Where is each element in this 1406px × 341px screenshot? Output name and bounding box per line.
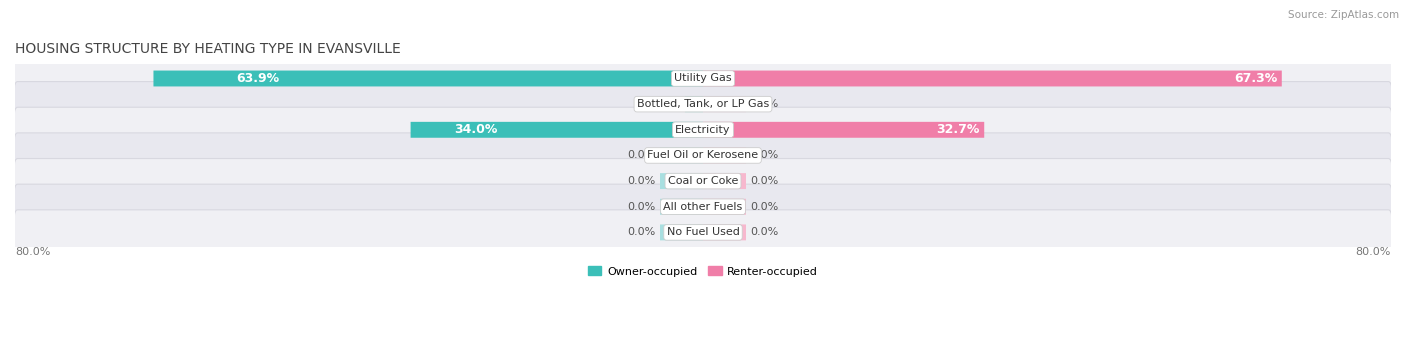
FancyBboxPatch shape [153, 71, 703, 87]
Text: Electricity: Electricity [675, 125, 731, 135]
Text: Fuel Oil or Kerosene: Fuel Oil or Kerosene [647, 150, 759, 161]
FancyBboxPatch shape [659, 173, 703, 189]
Legend: Owner-occupied, Renter-occupied: Owner-occupied, Renter-occupied [583, 262, 823, 281]
FancyBboxPatch shape [14, 133, 1392, 178]
Text: 67.3%: 67.3% [1234, 72, 1278, 85]
FancyBboxPatch shape [685, 96, 703, 112]
Text: 0.0%: 0.0% [751, 176, 779, 186]
FancyBboxPatch shape [14, 107, 1392, 152]
Text: Coal or Coke: Coal or Coke [668, 176, 738, 186]
FancyBboxPatch shape [14, 159, 1392, 204]
FancyBboxPatch shape [703, 173, 747, 189]
FancyBboxPatch shape [703, 199, 747, 215]
Text: Bottled, Tank, or LP Gas: Bottled, Tank, or LP Gas [637, 99, 769, 109]
Text: No Fuel Used: No Fuel Used [666, 227, 740, 237]
FancyBboxPatch shape [703, 224, 747, 240]
Text: Utility Gas: Utility Gas [675, 74, 731, 84]
Text: 2.1%: 2.1% [688, 98, 723, 110]
FancyBboxPatch shape [703, 122, 984, 138]
Text: 0.0%: 0.0% [751, 150, 779, 161]
Text: 0.0%: 0.0% [751, 99, 779, 109]
Text: 63.9%: 63.9% [236, 72, 278, 85]
Text: 80.0%: 80.0% [1355, 247, 1391, 256]
FancyBboxPatch shape [411, 122, 703, 138]
FancyBboxPatch shape [703, 96, 747, 112]
Text: 32.7%: 32.7% [936, 123, 980, 136]
FancyBboxPatch shape [14, 184, 1392, 229]
Text: 0.0%: 0.0% [751, 202, 779, 212]
FancyBboxPatch shape [14, 81, 1392, 127]
Text: 80.0%: 80.0% [15, 247, 51, 256]
Text: 0.0%: 0.0% [627, 150, 655, 161]
FancyBboxPatch shape [703, 71, 1282, 87]
Text: HOUSING STRUCTURE BY HEATING TYPE IN EVANSVILLE: HOUSING STRUCTURE BY HEATING TYPE IN EVA… [15, 42, 401, 56]
FancyBboxPatch shape [659, 148, 703, 163]
Text: 0.0%: 0.0% [627, 176, 655, 186]
FancyBboxPatch shape [659, 224, 703, 240]
FancyBboxPatch shape [703, 148, 747, 163]
Text: 0.0%: 0.0% [751, 227, 779, 237]
Text: Source: ZipAtlas.com: Source: ZipAtlas.com [1288, 10, 1399, 20]
Text: 0.0%: 0.0% [627, 227, 655, 237]
FancyBboxPatch shape [14, 210, 1392, 255]
Text: 0.0%: 0.0% [627, 202, 655, 212]
FancyBboxPatch shape [14, 56, 1392, 101]
Text: All other Fuels: All other Fuels [664, 202, 742, 212]
Text: 34.0%: 34.0% [454, 123, 498, 136]
FancyBboxPatch shape [659, 199, 703, 215]
